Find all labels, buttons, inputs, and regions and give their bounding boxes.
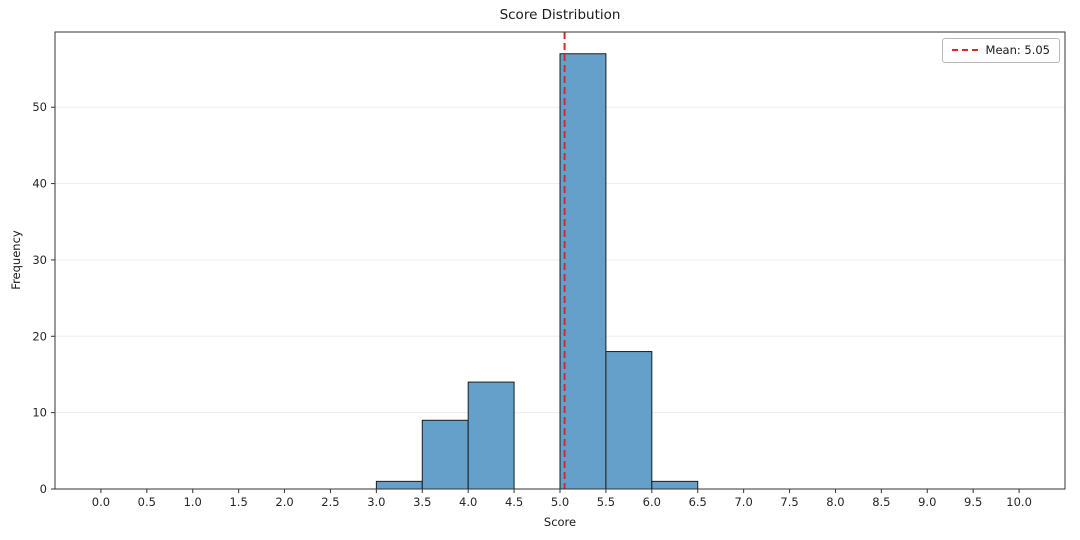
mean-dashed-line-icon <box>951 49 978 51</box>
x-tick-label: 6.0 <box>643 495 661 509</box>
x-axis-ticks: 0.0 0.5 1.0 1.5 2.0 2.5 3.0 3.5 4.0 4.5 5.0 5.5 6.0 6… <box>92 489 1032 509</box>
x-axis-label: Score <box>543 515 577 529</box>
x-tick-label: 5.5 <box>597 495 615 509</box>
x-tick-label: 9.5 <box>964 495 982 509</box>
x-tick-label: 7.0 <box>734 495 752 509</box>
y-tick-label: 30 <box>32 253 47 267</box>
legend-label: Mean: 5.05 <box>985 43 1050 57</box>
histogram-bar <box>467 381 515 490</box>
x-tick-label: 10.0 <box>1006 495 1032 509</box>
x-tick-label: 5.0 <box>551 495 569 509</box>
x-tick-label: 0.5 <box>138 495 156 509</box>
y-tick-label: 10 <box>32 406 47 420</box>
histogram-bar <box>559 53 607 490</box>
bars <box>375 53 699 490</box>
histogram-bar <box>375 480 423 490</box>
histogram-bar <box>605 351 653 490</box>
x-tick-label: 8.0 <box>826 495 844 509</box>
x-tick-label: 6.5 <box>689 495 707 509</box>
x-tick-label: 1.5 <box>229 495 247 509</box>
histogram-bar <box>421 419 469 490</box>
x-tick-label: 7.5 <box>780 495 798 509</box>
x-tick-label: 2.5 <box>321 495 339 509</box>
histogram-bar <box>651 480 699 490</box>
x-tick-label: 4.0 <box>459 495 477 509</box>
x-tick-label: 2.0 <box>275 495 293 509</box>
x-tick-label: 1.0 <box>184 495 202 509</box>
x-tick-label: 8.5 <box>872 495 890 509</box>
x-tick-label: 3.0 <box>367 495 385 509</box>
chart-title: Score Distribution <box>499 7 621 23</box>
x-tick-label: 4.5 <box>505 495 523 509</box>
y-tick-label: 40 <box>32 177 47 191</box>
y-tick-label: 0 <box>40 482 47 496</box>
y-tick-label: 50 <box>32 100 47 114</box>
x-tick-label: 0.0 <box>92 495 110 509</box>
y-tick-label: 20 <box>32 329 47 343</box>
y-axis-label: Frequency <box>9 230 23 290</box>
x-tick-label: 3.5 <box>413 495 431 509</box>
legend: Mean: 5.05 <box>941 38 1060 63</box>
x-tick-label: 9.0 <box>918 495 936 509</box>
y-axis-ticks: 0 10 20 30 40 50 <box>32 100 55 496</box>
